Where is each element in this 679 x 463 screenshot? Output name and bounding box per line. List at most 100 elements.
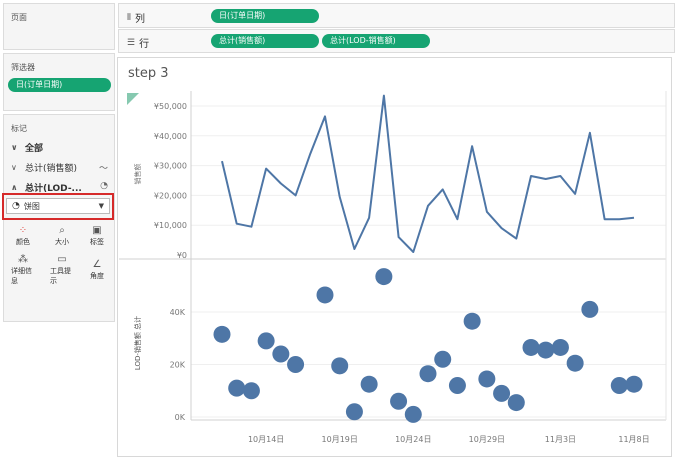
size-button[interactable]: ⌕ 大小 — [49, 222, 75, 250]
tooltip-button[interactable]: ▭ 工具提示 — [49, 254, 75, 285]
y-tick-label: ¥50,000 — [154, 102, 187, 111]
scatter-point[interactable] — [581, 300, 599, 318]
filters-panel-title: 筛选器 — [11, 63, 35, 72]
marks-sum-lod-row[interactable]: ∧ 总计(LOD-... — [11, 181, 82, 194]
filters-panel: 筛选器 日(订单日期) — [3, 53, 115, 111]
marks-sum-lod-label: 总计(LOD-... — [25, 184, 82, 194]
y-tick-label: ¥30,000 — [154, 162, 187, 171]
color-button[interactable]: ⁘ 颜色 — [10, 222, 36, 250]
scatter-point[interactable] — [448, 377, 466, 394]
columns-icon: ⦀ — [127, 12, 131, 23]
scatter-point[interactable] — [390, 392, 408, 410]
detail-button-label: 详细信息 — [11, 267, 32, 285]
scatter-point[interactable] — [551, 338, 569, 356]
tooltip-button-label: 工具提示 — [50, 267, 71, 285]
rows-icon: ☰ — [127, 37, 136, 48]
caret-down-icon: ▼ — [98, 202, 104, 210]
rows-shelf: ☰ 行 总计(销售额) 总计(LOD-销售额) — [118, 29, 675, 53]
x-tick-label: 10月24日 — [395, 435, 431, 444]
scatter-point[interactable] — [404, 405, 422, 423]
angle-icon: ∠ — [92, 259, 102, 270]
marks-sum-sales-row[interactable]: ∨ 总计(销售额) — [11, 161, 109, 174]
rows-pill-sum-sales[interactable]: 总计(销售额) — [211, 34, 319, 48]
line-mark-icon: 〜 — [98, 164, 108, 174]
scatter-point[interactable] — [316, 286, 334, 304]
scatter-point[interactable] — [463, 312, 481, 330]
highlight-box — [2, 193, 114, 220]
mark-type-dropdown[interactable]: ◔ 饼图 ▼ — [6, 198, 110, 214]
columns-shelf-label-group: ⦀ 列 — [127, 10, 145, 26]
size-icon: ⌕ — [59, 225, 65, 236]
scatter-point[interactable] — [242, 382, 260, 400]
x-tick-label: 11月3日 — [545, 435, 576, 444]
scatter-point[interactable] — [537, 341, 555, 359]
annotation-corner-icon — [127, 93, 139, 105]
x-tick-label: 11月8日 — [618, 435, 649, 444]
y-tick-label: ¥40,000 — [154, 132, 187, 141]
columns-shelf: ⦀ 列 日(订单日期) — [118, 3, 675, 28]
rows-shelf-label: 行 — [139, 39, 150, 50]
sheet-title: step 3 — [128, 66, 169, 81]
chart-svg: ¥50,000 ¥40,000 ¥30,000 ¥20,000 ¥10,000 ¥0 销售额… — [119, 91, 667, 444]
scatter-point[interactable] — [213, 325, 231, 343]
scatter-point[interactable] — [345, 403, 363, 421]
detail-icon: ⁂ — [18, 254, 28, 265]
x-tick-label: 10月29日 — [469, 435, 505, 444]
scatter-point[interactable] — [287, 356, 305, 373]
filter-pill-order-date[interactable]: 日(订单日期) — [8, 78, 111, 92]
columns-pill-order-date[interactable]: 日(订单日期) — [211, 9, 319, 23]
x-tick-label: 10月14日 — [248, 435, 284, 444]
y-tick-label: ¥0 — [177, 251, 187, 260]
chart-area: step 3 ¥50,000 ¥40,000 ¥30,000 ¥20,000 ¥10,0… — [117, 57, 672, 457]
line-series-sales — [221, 94, 635, 253]
pages-panel: 页面 — [3, 3, 115, 50]
pages-panel-title: 页面 — [11, 13, 27, 22]
y-tick-label: ¥20,000 — [154, 191, 187, 200]
mark-type-value: 饼图 — [23, 201, 40, 211]
marks-sum-sales-label: 总计(销售额) — [25, 164, 78, 174]
x-tick-label: 10月19日 — [322, 435, 358, 444]
scatter-point[interactable] — [522, 338, 540, 356]
scatter-point[interactable] — [272, 345, 290, 363]
marks-all-label: 全部 — [25, 144, 44, 154]
rows-shelf-label-group: ☰ 行 — [127, 35, 150, 51]
y-tick-label: 40K — [170, 308, 186, 317]
color-dots-icon: ⁘ — [18, 225, 28, 236]
scatter-point[interactable] — [507, 394, 525, 412]
scatter-point[interactable] — [434, 350, 452, 368]
scatter-point[interactable] — [375, 268, 393, 286]
angle-button[interactable]: ∠ 角度 — [84, 256, 110, 284]
label-icon: ▣ — [92, 225, 102, 236]
angle-button-label: 角度 — [90, 272, 104, 280]
pie-icon: ◔ — [12, 201, 20, 211]
scatter-point[interactable] — [331, 357, 349, 375]
scatter-point[interactable] — [478, 370, 496, 388]
color-button-label: 颜色 — [16, 238, 30, 246]
rows-pill-sum-lod[interactable]: 总计(LOD-销售额) — [322, 34, 430, 48]
marks-all-row[interactable]: ∨ 全部 — [11, 141, 43, 154]
label-button-label: 标签 — [90, 238, 104, 246]
chevron-up-icon: ∧ — [11, 183, 18, 192]
scatter-point[interactable] — [610, 377, 628, 394]
y-tick-label: ¥10,000 — [154, 221, 187, 230]
scatter-point[interactable] — [419, 365, 437, 383]
tooltip-icon: ▭ — [57, 254, 67, 265]
chevron-down-icon: ∨ — [11, 143, 18, 152]
y-axis-title: LOD-销售额 总计 — [133, 316, 142, 370]
label-button[interactable]: ▣ 标签 — [84, 222, 110, 250]
scatter-point[interactable] — [566, 354, 584, 372]
chevron-down-icon: ∨ — [11, 163, 17, 172]
scatter-point[interactable] — [257, 332, 275, 350]
marks-panel-title: 标记 — [11, 124, 27, 133]
y-axis-title: 销售额 — [133, 164, 142, 185]
size-button-label: 大小 — [55, 238, 69, 246]
scatter-point[interactable] — [625, 375, 643, 393]
detail-button[interactable]: ⁂ 详细信息 — [10, 254, 36, 285]
scatter-point[interactable] — [228, 379, 246, 397]
columns-shelf-label: 列 — [134, 14, 145, 25]
y-tick-label: 20K — [170, 361, 186, 370]
scatter-point[interactable] — [360, 375, 378, 393]
y-tick-label: 0K — [175, 413, 186, 422]
scatter-point[interactable] — [493, 384, 511, 402]
pie-mark-icon: ◔ — [100, 181, 108, 191]
